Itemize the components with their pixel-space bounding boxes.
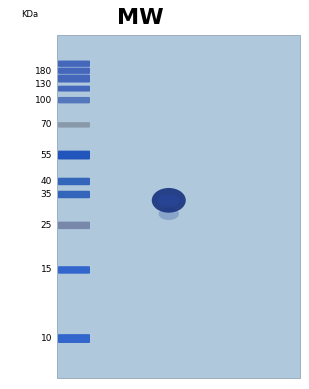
Text: 100: 100 <box>35 96 52 105</box>
FancyBboxPatch shape <box>58 97 90 103</box>
Text: KDa: KDa <box>21 10 39 19</box>
FancyBboxPatch shape <box>58 222 90 229</box>
Text: 40: 40 <box>40 177 52 186</box>
Text: 15: 15 <box>40 265 52 275</box>
Text: 70: 70 <box>40 120 52 130</box>
Ellipse shape <box>152 188 186 213</box>
FancyBboxPatch shape <box>58 68 90 74</box>
Ellipse shape <box>158 194 180 207</box>
FancyBboxPatch shape <box>58 86 90 91</box>
Text: 25: 25 <box>40 221 52 230</box>
FancyBboxPatch shape <box>58 178 90 185</box>
FancyBboxPatch shape <box>58 191 90 198</box>
Text: 10: 10 <box>40 334 52 343</box>
Text: MW: MW <box>117 8 164 28</box>
Text: 55: 55 <box>40 151 52 159</box>
FancyBboxPatch shape <box>58 266 90 274</box>
Text: 130: 130 <box>35 80 52 89</box>
Ellipse shape <box>159 208 179 220</box>
FancyBboxPatch shape <box>58 75 90 81</box>
Bar <box>57 35 300 378</box>
FancyBboxPatch shape <box>58 334 90 343</box>
FancyBboxPatch shape <box>58 122 90 128</box>
Text: 180: 180 <box>35 67 52 75</box>
Text: 35: 35 <box>40 190 52 199</box>
FancyBboxPatch shape <box>58 77 90 82</box>
FancyBboxPatch shape <box>58 151 90 159</box>
FancyBboxPatch shape <box>58 61 90 67</box>
